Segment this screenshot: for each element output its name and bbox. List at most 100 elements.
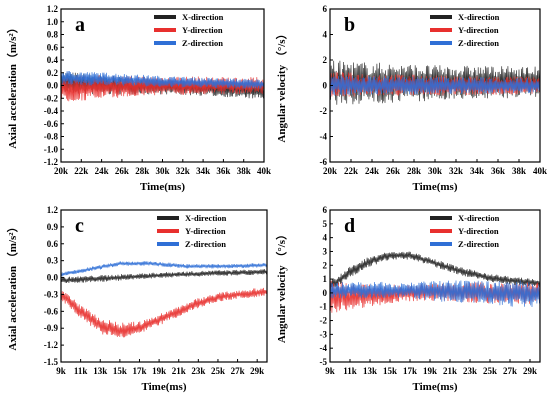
plot-area-a [61,70,264,102]
series-x-direction [61,269,267,284]
y-tick-label: -1.2 [44,340,59,350]
y-tick-label: 0.0 [47,81,59,91]
x-tick-label: 11k [74,366,88,376]
y-tick-label: 0.3 [47,256,59,266]
x-tick-label: 30k [155,166,169,176]
y-tick-label: 1.0 [47,17,59,27]
x-tick-label: 40k [533,166,547,176]
x-tick-label: 30k [428,166,442,176]
y-axis-label: Axial acceleration （m/s²） [6,221,19,350]
x-tick-label: 19k [423,366,437,376]
y-tick-label: 0.9 [47,222,59,232]
x-axis-label: Time(ms) [412,181,457,193]
series-x-direction [330,251,540,290]
x-tick-label: 21k [172,366,186,376]
x-tick-label: 17k [132,366,146,376]
y-tick-label: 6 [323,205,328,215]
y-tick-label: -1.0 [44,144,59,154]
x-tick-label: 26k [115,166,129,176]
x-tick-label: 17k [403,366,417,376]
x-tick-label: 15k [383,366,397,376]
y-tick-label: 5 [323,219,328,229]
y-tick-label: 2 [323,55,328,65]
y-axis-label: Angular velocity （°/s） [275,229,288,343]
panel-a: 1.2 1.0 0.8 0.6 0.4 0.2 0.0 -0.2 -0.4 -0.6 -0.8 -1.… [6,4,271,193]
x-tick-label: 23k [191,366,205,376]
x-tick-label: 26k [386,166,400,176]
x-tick-label: 28k [135,166,149,176]
x-tick-label: 25k [483,366,497,376]
panel-letter: d [344,215,355,237]
x-tick-label: 29k [250,366,264,376]
series-z-direction [61,261,267,277]
y-axis-label: Axial acceleration（m/s²） [6,22,19,148]
y-tick-label: 0.8 [47,30,59,40]
y-tick-label: 0.0 [47,273,59,283]
y-tick-label: 4 [323,30,328,40]
y-tick-label: -4 [320,132,328,142]
x-tick-label: 34k [470,166,484,176]
x-tick-label: 22k [74,166,88,176]
plot-area-d [330,251,540,313]
panel-c: 1.2 0.9 0.6 0.3 0.0 -0.3 -0.6 -0.9 -1.2 -1.59k 11k… [6,205,268,393]
legend-label: X-direction [182,12,224,22]
x-axis-label: Time(ms) [141,381,186,393]
x-tick-label: 23k [463,366,477,376]
panel-d: 6 5 4 3 2 1 0 -1 -2 -3 -4 -59k 11k 13k 15k 17k 19k 21k 23k… [275,205,541,393]
y-tick-label: 4 [323,233,328,243]
y-tick-label: -2 [320,106,328,116]
y-tick-label: 1.2 [47,4,59,14]
y-tick-label: -5 [320,357,328,367]
x-tick-label: 21k [443,366,457,376]
y-tick-label: -6 [320,157,328,167]
axes-frame-d [329,209,541,363]
y-tick-label: -1 [320,302,328,312]
legend-label: Y-direction [458,226,499,236]
x-axis-label: Time(ms) [412,381,457,393]
x-tick-label: 24k [95,166,109,176]
x-tick-label: 9k [325,366,335,376]
y-tick-label: -0.6 [44,119,59,129]
y-tick-label: -0.2 [44,93,59,103]
x-tick-label: 20k [323,166,337,176]
legend-label: X-direction [458,213,500,223]
y-tick-label: 1.2 [47,205,59,215]
x-tick-label: 29k [523,366,537,376]
series-z-direction [330,280,540,308]
series-y-direction [61,287,267,338]
legend-label: Y-direction [185,226,226,236]
y-tick-label: -0.4 [44,106,59,116]
plot-area-c [61,261,267,338]
y-tick-label: -1.2 [44,157,59,167]
plot-area-b [330,60,540,105]
y-tick-label: -0.6 [44,306,59,316]
x-tick-label: 22k [344,166,358,176]
x-axis-label: Time(ms) [140,181,185,193]
y-tick-label: 3 [323,246,328,256]
x-tick-label: 36k [216,166,230,176]
y-tick-label: -2 [320,316,328,326]
legend-label: X-direction [458,12,500,22]
y-tick-label: -1.5 [44,357,59,367]
y-tick-label: 0 [323,81,328,91]
legend-label: Z-direction [458,239,499,249]
series-z-direction [61,70,264,89]
series-y-direction [61,75,264,102]
x-tick-label: 40k [257,166,271,176]
x-tick-label: 38k [237,166,251,176]
legend-label: Z-direction [458,38,499,48]
x-tick-label: 25k [211,366,225,376]
y-axis-label: Angular velocity （°/s） [275,28,288,142]
legend-label: Y-direction [182,25,223,35]
x-tick-label: 28k [407,166,421,176]
panel-letter: c [75,215,84,237]
y-tick-label: -0.9 [44,323,59,333]
x-tick-label: 13k [93,366,107,376]
x-tick-label: 38k [512,166,526,176]
x-tick-label: 19k [152,366,166,376]
y-tick-label: 0.4 [47,55,59,65]
legend-label: Z-direction [185,239,226,249]
x-tick-label: 32k [449,166,463,176]
